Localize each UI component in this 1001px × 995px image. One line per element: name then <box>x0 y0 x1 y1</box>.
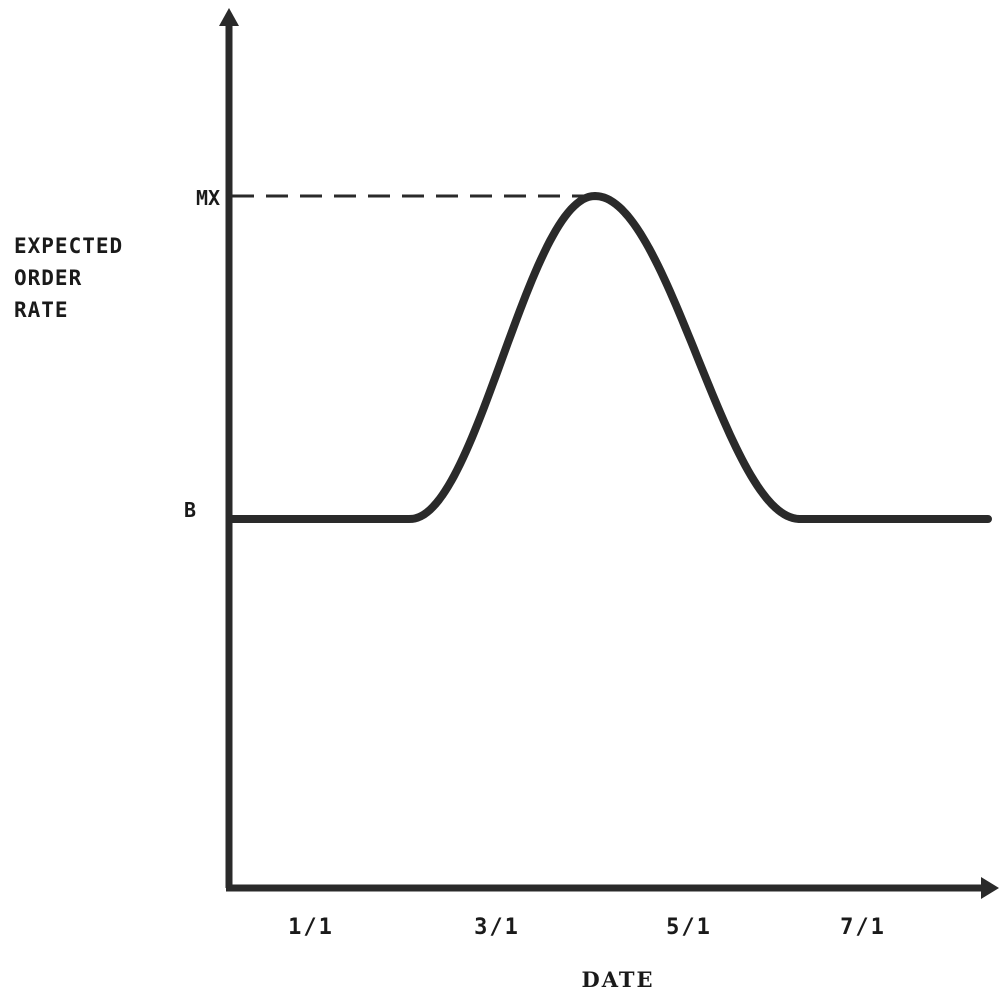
x-tick-7-1: 7/1 <box>840 915 886 940</box>
y-axis-arrowhead <box>219 8 239 26</box>
y-tick-mx: MX <box>196 186 221 210</box>
x-tick-1-1: 1/1 <box>288 915 334 940</box>
y-tick-b: B <box>184 498 197 522</box>
y-axis-label-line-2: ORDER <box>14 266 83 290</box>
x-tick-3-1: 3/1 <box>474 915 520 940</box>
x-axis-label: DATE <box>581 967 655 992</box>
expected-order-rate-curve <box>228 192 992 523</box>
x-axis-arrowhead <box>981 877 999 899</box>
y-axis-label-line-3: RATE <box>14 298 69 322</box>
y-axis-label-line-1: EXPECTED <box>14 234 124 258</box>
x-tick-5-1: 5/1 <box>666 915 712 940</box>
axes <box>219 8 999 899</box>
